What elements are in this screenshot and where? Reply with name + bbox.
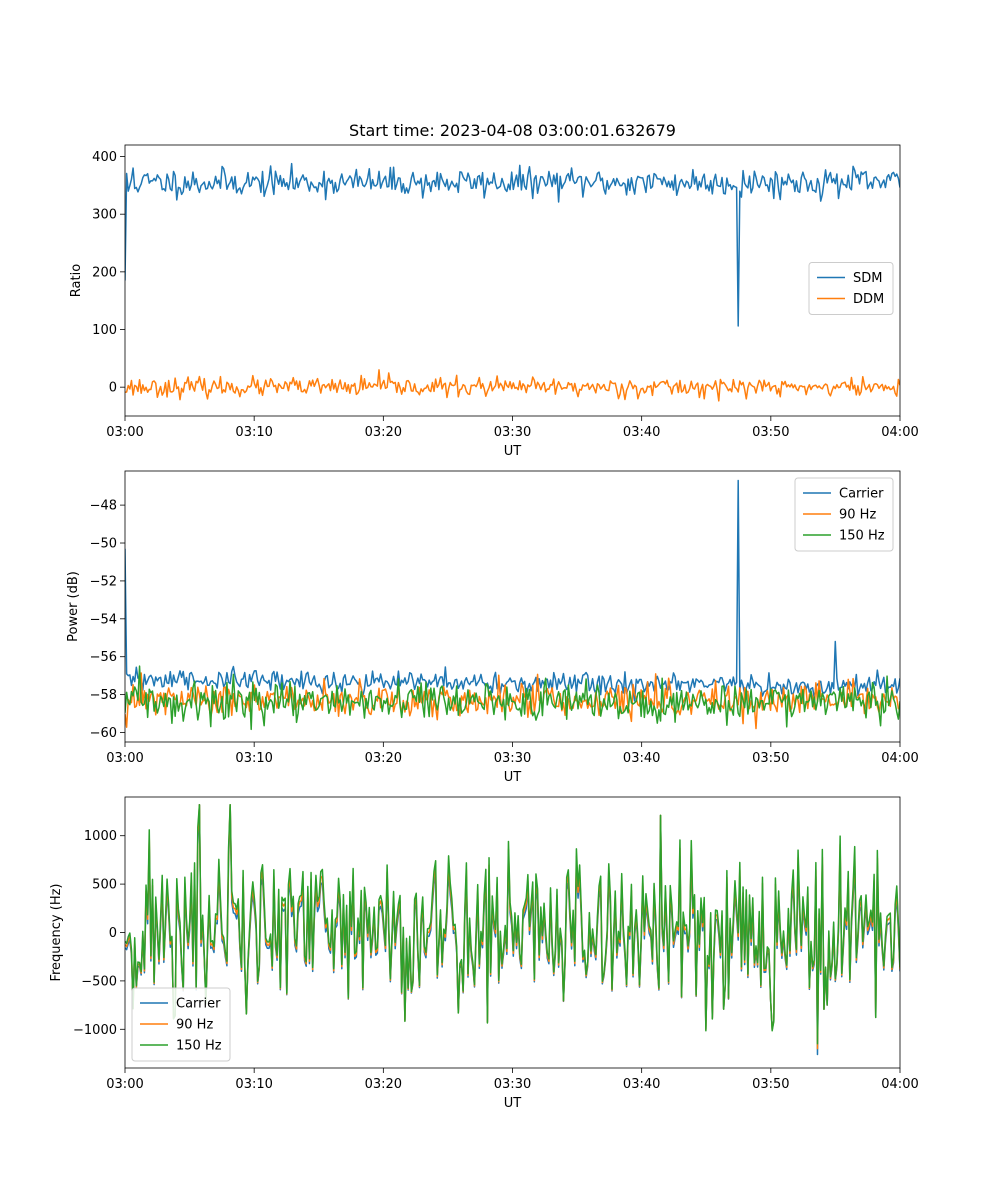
legend-entry: Carrier (839, 487, 884, 502)
x-tick-label: 03:40 (623, 425, 660, 440)
x-tick-label: 03:00 (106, 1077, 143, 1092)
legend-entry: Carrier (176, 997, 221, 1012)
y-tick-label: 1000 (84, 829, 117, 844)
legend-entry: 150 Hz (176, 1039, 222, 1054)
power-panel: 03:00 03:10 03:20 03:30 03:40 03:50 04:00 −60 −5… (66, 470, 919, 785)
legend-box (794, 477, 894, 552)
legend-box (808, 262, 894, 315)
x-tick-label: 03:30 (494, 425, 531, 440)
series-line-carrier (125, 479, 900, 702)
frequency-panel: 03:00 03:10 03:20 03:30 03:40 03:50 04:00 −1000… (49, 796, 919, 1111)
figure-title: Start time: 2023-04-08 03:00:01.632679 (349, 121, 676, 140)
y-tick-label: 500 (92, 878, 117, 893)
y-tick-label: 0 (109, 926, 117, 941)
series-line-150-hz (125, 803, 900, 1045)
legend-entry: 90 Hz (839, 508, 876, 523)
x-tick-label: 03:50 (752, 425, 789, 440)
x-tick-label: 03:30 (494, 1077, 531, 1092)
legend: Carrier 90 Hz 150 Hz (131, 987, 231, 1062)
plot-area (125, 803, 900, 1056)
x-tick-label: 03:40 (623, 751, 660, 766)
y-tick-label: −56 (90, 650, 117, 665)
x-axis-label: UT (504, 444, 522, 459)
x-tick-label: 03:40 (623, 1077, 660, 1092)
x-axis-label: UT (504, 1096, 522, 1111)
x-tick-label: 03:10 (235, 751, 272, 766)
y-tick-label: −60 (90, 726, 117, 741)
legend: SDM DDM (808, 262, 894, 315)
legend-entry: SDM (853, 271, 882, 286)
x-tick-label: 03:10 (235, 425, 272, 440)
x-tick-label: 04:00 (881, 1077, 918, 1092)
y-tick-label: −500 (81, 974, 117, 989)
x-axis-label: UT (504, 770, 522, 785)
legend-entry: 150 Hz (839, 529, 885, 544)
legend: Carrier 90 Hz 150 Hz (794, 477, 894, 552)
y-tick-label: −48 (90, 499, 117, 514)
y-tick-label: 400 (92, 150, 117, 165)
y-axis-label: Frequency (Hz) (49, 883, 64, 981)
y-tick-label: −54 (90, 612, 117, 627)
x-tick-label: 03:30 (494, 751, 531, 766)
y-tick-label: 200 (92, 265, 117, 280)
legend-box (131, 987, 231, 1062)
x-tick-label: 03:00 (106, 751, 143, 766)
series-line-sdm (125, 162, 900, 327)
x-tick-label: 03:20 (365, 751, 402, 766)
series-line-90-hz (125, 672, 900, 730)
y-tick-label: −58 (90, 688, 117, 703)
x-tick-label: 03:50 (752, 751, 789, 766)
y-tick-label: 100 (92, 323, 117, 338)
series-line-150-hz (125, 665, 900, 731)
y-axis-label: Power (dB) (66, 571, 81, 642)
x-tick-label: 03:10 (235, 1077, 272, 1092)
x-tick-label: 03:50 (752, 1077, 789, 1092)
y-axis-label: Ratio (69, 264, 84, 297)
y-tick-label: −50 (90, 537, 117, 552)
series-line-ddm (125, 369, 900, 402)
y-tick-label: 0 (109, 381, 117, 396)
y-tick-label: 300 (92, 208, 117, 223)
x-tick-label: 03:00 (106, 425, 143, 440)
legend-entry: 90 Hz (176, 1018, 213, 1033)
x-tick-label: 04:00 (881, 425, 918, 440)
x-tick-label: 03:20 (365, 1077, 402, 1092)
plot-area (125, 162, 900, 402)
x-tick-label: 04:00 (881, 751, 918, 766)
legend-entry: DDM (853, 292, 884, 307)
y-tick-label: −52 (90, 574, 117, 589)
ratio-panel: 03:00 03:10 03:20 03:30 03:40 03:50 04:00 0 100 2… (69, 144, 919, 459)
x-tick-label: 03:20 (365, 425, 402, 440)
y-tick-label: −1000 (73, 1023, 117, 1038)
plot-area (125, 479, 900, 731)
